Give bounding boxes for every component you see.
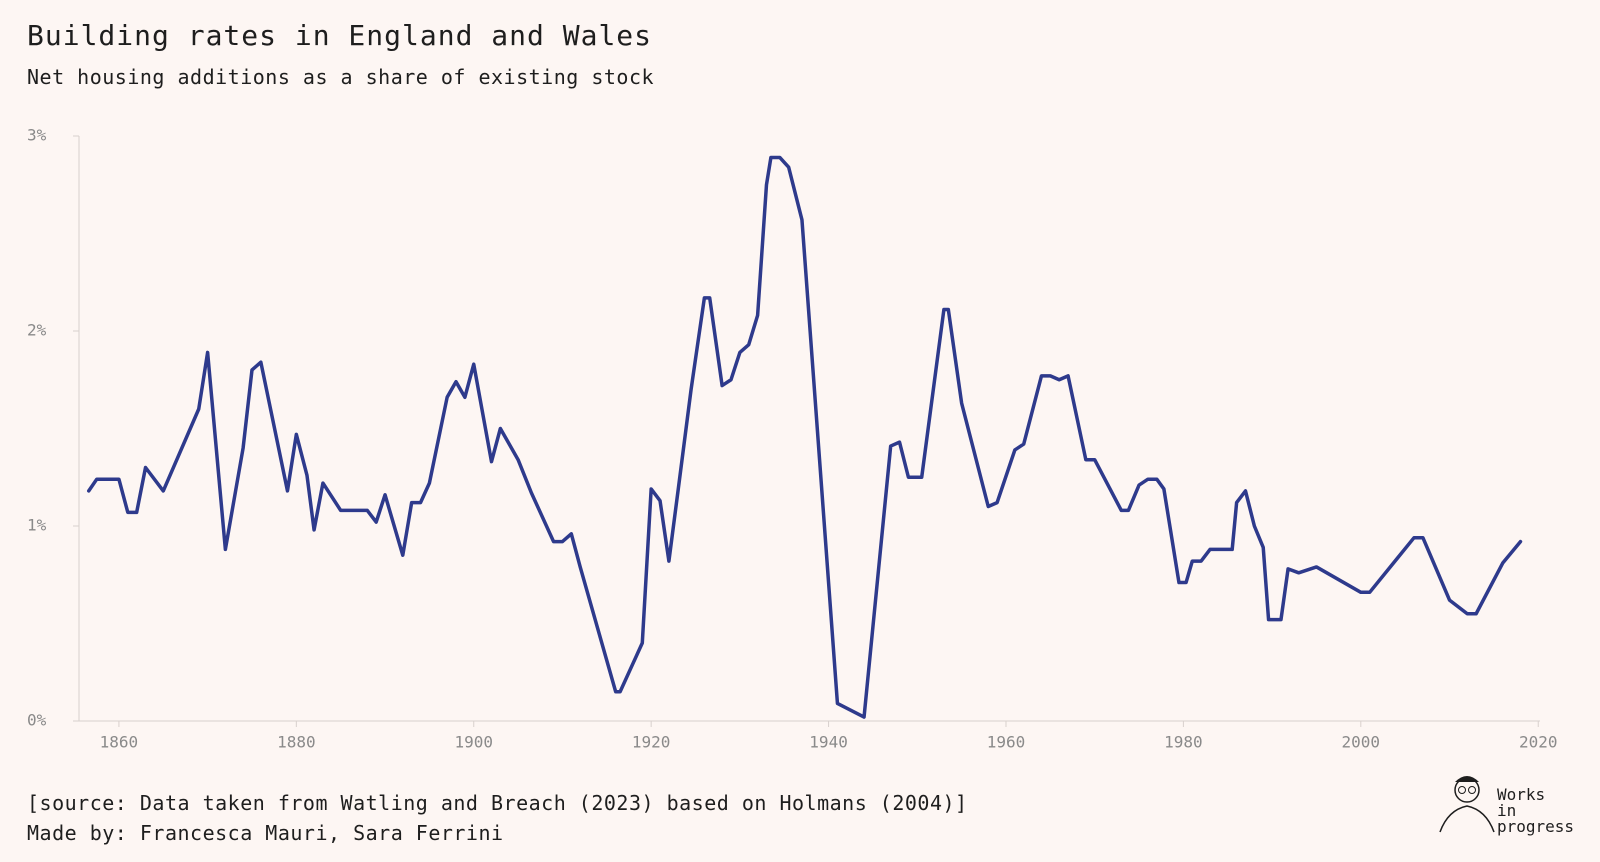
chart-subtitle: Net housing additions as a share of exis… [27, 65, 654, 89]
x-tick-label: 1860 [100, 733, 139, 752]
y-tick-label: 1% [27, 516, 47, 535]
logo-text: progress [1497, 817, 1574, 836]
logo-glass [1458, 786, 1466, 794]
x-tick-label: 1920 [632, 733, 671, 752]
data-line [87, 155, 1523, 719]
x-tick-label: 1960 [987, 733, 1026, 752]
y-tick-label: 0% [27, 711, 47, 730]
logo: Works in progress [1439, 776, 1574, 836]
x-tick-label: 1900 [454, 733, 493, 752]
logo-text: Works [1497, 785, 1545, 804]
x-tick-label: 1980 [1164, 733, 1203, 752]
source-note: [source: Data taken from Watling and Bre… [27, 791, 968, 815]
chart-title: Building rates in England and Wales [27, 19, 652, 52]
x-tick-label: 1880 [277, 733, 316, 752]
logo-body [1439, 805, 1495, 833]
x-tick-label: 2020 [1519, 733, 1558, 752]
y-tick-label: 3% [27, 126, 47, 145]
y-tick-label: 2% [27, 321, 47, 340]
logo-text: in [1497, 801, 1516, 820]
logo-glass [1468, 786, 1476, 794]
x-tick-label: 1940 [809, 733, 848, 752]
x-tick-label: 2000 [1342, 733, 1381, 752]
logo-hair [1455, 776, 1479, 782]
credit-note: Made by: Francesca Mauri, Sara Ferrini [27, 821, 504, 845]
